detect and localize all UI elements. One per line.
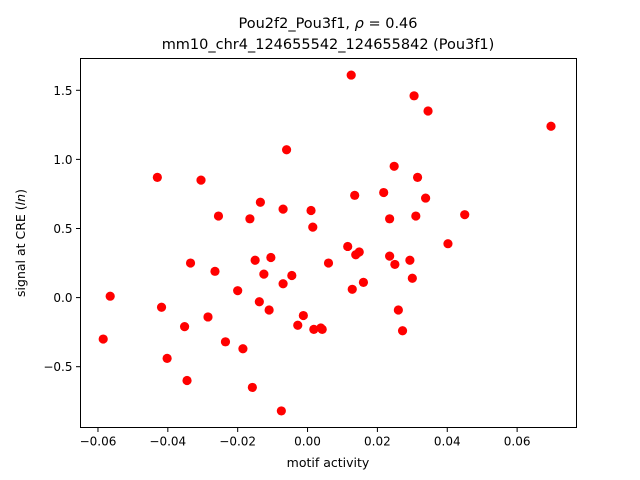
data-point — [105, 291, 115, 301]
data-point — [254, 297, 264, 307]
data-point — [156, 302, 167, 312]
data-point — [443, 239, 453, 249]
data-point — [238, 344, 248, 354]
x-axis: −0.06 −0.04 −0.02 0.00 0.02 0.04 0.06 — [80, 427, 531, 449]
x-tick-label: 0.00 — [294, 435, 321, 449]
y-tick-label: 1.5 — [53, 84, 72, 98]
data-point — [281, 145, 292, 155]
data-point — [233, 286, 243, 296]
data-point — [389, 161, 399, 171]
data-point — [390, 259, 400, 270]
x-tick-label: 0.06 — [504, 435, 531, 449]
data-point — [255, 197, 265, 207]
chart-title-line-1: Pou2f2_Pou3f1, ρ = 0.46 — [238, 16, 417, 32]
x-tick-label: −0.02 — [219, 435, 256, 449]
data-point — [409, 91, 419, 101]
y-axis-label-prefix: signal at CRE ( — [13, 205, 28, 297]
data-point — [287, 270, 297, 281]
plot-area — [80, 58, 577, 428]
axes-frame — [80, 58, 577, 428]
x-tick-label: 0.04 — [434, 435, 461, 449]
data-point — [358, 277, 369, 287]
y-axis-label: signal at CRE (ln) — [13, 189, 28, 297]
data-point — [350, 190, 360, 200]
data-point — [323, 258, 334, 268]
data-point — [411, 211, 421, 221]
data-point — [407, 273, 417, 283]
title-rho-value: = 0.46 — [364, 16, 418, 32]
title-prefix: Pou2f2_Pou3f1, — [238, 16, 354, 32]
data-point — [266, 252, 276, 263]
data-point — [179, 322, 190, 332]
y-axis-label-suffix: ) — [13, 189, 28, 194]
data-point — [385, 214, 395, 224]
x-tick-label: −0.06 — [80, 435, 117, 449]
points-layer — [98, 70, 556, 416]
chart-title-line-2: mm10_chr4_124655542_124655842 (Pou3f1) — [162, 37, 495, 53]
data-point — [385, 251, 395, 261]
data-point — [213, 211, 224, 221]
data-point — [250, 255, 260, 265]
data-point — [276, 406, 286, 416]
data-point — [546, 121, 556, 131]
data-point — [346, 70, 356, 80]
data-point — [393, 305, 403, 315]
data-point — [397, 326, 408, 336]
y-tick-label: 0.5 — [53, 222, 72, 236]
data-point — [343, 241, 353, 252]
data-point — [245, 214, 255, 224]
y-tick-label: −0.5 — [43, 360, 72, 374]
data-point — [182, 375, 192, 386]
x-axis-label: motif activity — [287, 455, 370, 470]
data-point — [379, 187, 389, 198]
data-point — [210, 266, 220, 276]
data-point — [316, 323, 326, 333]
data-point — [309, 324, 319, 334]
data-point — [98, 334, 108, 344]
data-point — [203, 312, 213, 322]
data-point — [306, 205, 316, 216]
data-point — [412, 172, 423, 182]
data-point — [278, 204, 288, 214]
x-tick-label: 0.02 — [364, 435, 391, 449]
title-rho-symbol: ρ — [355, 16, 365, 32]
data-point — [347, 284, 357, 294]
y-tick-label: 0.0 — [53, 291, 72, 305]
data-point — [351, 250, 361, 260]
data-point — [162, 353, 172, 363]
x-tick-label: −0.04 — [149, 435, 186, 449]
data-point — [220, 337, 231, 347]
data-point — [278, 279, 288, 289]
data-point — [460, 210, 470, 220]
data-point — [293, 320, 303, 330]
data-point — [421, 193, 431, 203]
y-tick-label: 1.0 — [53, 153, 72, 167]
data-point — [247, 382, 257, 393]
y-axis: −0.5 0.0 0.5 1.0 1.5 — [43, 84, 81, 374]
data-point — [185, 258, 196, 268]
data-point — [196, 175, 206, 185]
data-point — [308, 222, 318, 232]
data-point — [264, 305, 274, 315]
data-point — [259, 269, 269, 279]
y-axis-label-italic: ln — [13, 194, 28, 205]
data-point — [152, 172, 162, 182]
data-point — [298, 310, 308, 321]
data-point — [405, 255, 415, 265]
data-point — [423, 106, 433, 116]
